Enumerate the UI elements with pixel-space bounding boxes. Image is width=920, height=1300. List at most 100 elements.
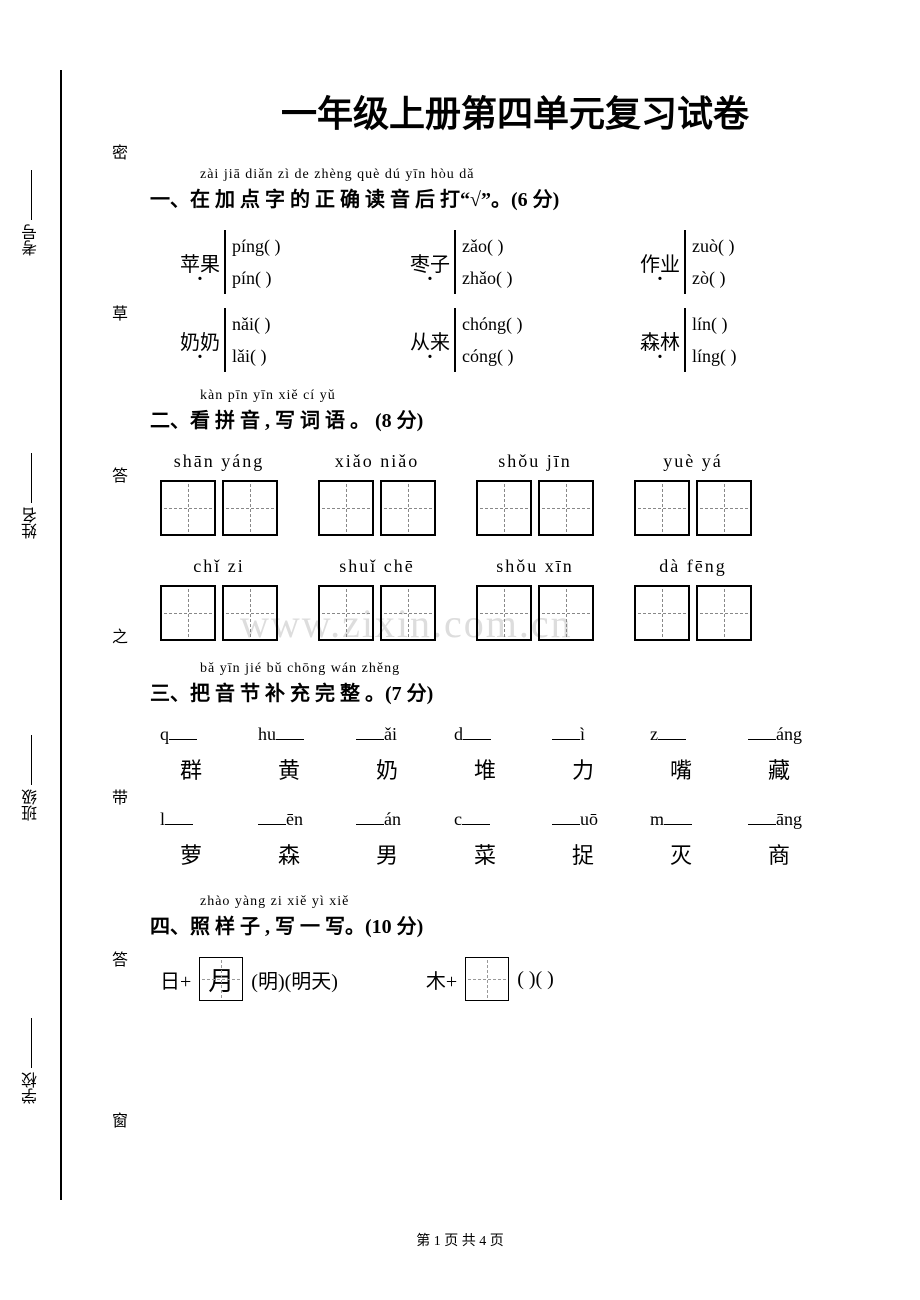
writing-box[interactable]	[465, 957, 509, 1001]
dash-chars: 窗 答 带 之 答 草 密	[110, 70, 130, 1200]
writing-box[interactable]	[222, 480, 278, 536]
q4-left-char: 木+	[426, 965, 457, 994]
q3-pinyin: bǎ yīn jié bǔ chōng wán zhěng	[200, 661, 880, 677]
q3-pinyin-cell[interactable]: án	[356, 809, 426, 830]
q2-grid: shān yáng xiǎo niǎo shǒu jīn yuè yá chǐ …	[150, 451, 880, 641]
page-content: 一年级上册第四单元复习试卷 zài jiā diǎn zì de zhèng q…	[150, 85, 880, 1001]
q3-pinyin-row: l ēn án c uō m āng	[160, 809, 880, 830]
q2-item: xiǎo niǎo	[318, 451, 436, 536]
q3-pinyin-cell[interactable]: ì	[552, 724, 622, 745]
q3-char-cell: 力	[560, 753, 606, 785]
q3-char-cell: 奶	[364, 753, 410, 785]
q4-row: 日+ 月 (明)(明天) 木+ ( )( )	[160, 957, 880, 1001]
q3-pinyin-cell[interactable]: āng	[748, 809, 818, 830]
q3-char-cell: 堆	[462, 753, 508, 785]
q2-pinyin: kàn pīn yīn xiě cí yǔ	[200, 388, 880, 404]
field-number: 考号	[20, 166, 44, 256]
page-title: 一年级上册第四单元复习试卷	[150, 85, 880, 137]
writing-box[interactable]	[160, 585, 216, 641]
q3-char-cell: 藏	[756, 753, 802, 785]
writing-box[interactable]	[380, 585, 436, 641]
example-box: 月	[199, 957, 243, 1001]
q3-pinyin-cell[interactable]: uō	[552, 809, 622, 830]
q1-item: 奶奶 nǎi( )lǎi( )	[180, 308, 410, 372]
q1-word: 奶奶	[180, 326, 220, 355]
q3-char-row: 萝森男菜捉灭商	[160, 838, 880, 870]
q2-item: shǒu xīn	[476, 556, 594, 641]
q3-pinyin-cell[interactable]: ǎi	[356, 724, 426, 745]
binding-line	[60, 70, 62, 1200]
writing-box[interactable]	[318, 480, 374, 536]
q1-item: 作业 zuò( )zò( )	[640, 230, 870, 294]
q3-char-cell: 嘴	[658, 753, 704, 785]
q2-row: shān yáng xiǎo niǎo shǒu jīn yuè yá	[160, 451, 880, 536]
q4-left-char: 日+	[160, 965, 191, 994]
q3-char-cell: 捉	[560, 838, 606, 870]
seal-line-column: 窗 答 带 之 答 草 密	[110, 70, 130, 1200]
q1-row: 苹果 píng( )pín( ) 枣子 zǎo( )zhǎo( ) 作业 zuò…	[180, 230, 880, 294]
writing-box[interactable]	[476, 585, 532, 641]
q3-pinyin-row: q hu ǎi d ì z áng	[160, 724, 880, 745]
writing-box[interactable]	[634, 480, 690, 536]
writing-box[interactable]	[696, 480, 752, 536]
q1-row: 奶奶 nǎi( )lǎi( ) 从来 chóng( )cóng( ) 森林 lí…	[180, 308, 880, 372]
q3-pinyin-cell[interactable]: hu	[258, 724, 328, 745]
q1-item: 苹果 píng( )pín( )	[180, 230, 410, 294]
q3-char-row: 群黄奶堆力嘴藏	[160, 753, 880, 785]
q1-word: 苹果	[180, 248, 220, 277]
q4-heading: 四、照 样 子 , 写 一 写。(10 分)	[150, 910, 880, 939]
q3-char-cell: 菜	[462, 838, 508, 870]
writing-box[interactable]	[538, 480, 594, 536]
q3-pinyin-cell[interactable]: c	[454, 809, 524, 830]
q1-word: 森林	[640, 326, 680, 355]
field-class: 班级	[20, 731, 44, 821]
q2-heading: 二、看 拼 音 , 写 词 语 。 (8 分)	[150, 404, 880, 433]
q3-char-cell: 群	[168, 753, 214, 785]
q4-content: 日+ 月 (明)(明天) 木+ ( )( )	[150, 957, 880, 1001]
q4-pinyin: zhào yàng zi xiě yì xiě	[200, 894, 880, 910]
q2-item: shǒu jīn	[476, 451, 594, 536]
q1-word: 作业	[640, 248, 680, 277]
q4-result-blank[interactable]: ( )( )	[517, 968, 554, 991]
q3-pinyin-cell[interactable]: q	[160, 724, 230, 745]
q3-char-cell: 灭	[658, 838, 704, 870]
writing-box[interactable]	[318, 585, 374, 641]
q1-word: 从来	[410, 326, 450, 355]
q2-item: dà fēng	[634, 556, 752, 641]
writing-box[interactable]	[634, 585, 690, 641]
q3-char-cell: 萝	[168, 838, 214, 870]
q1-grid: 苹果 píng( )pín( ) 枣子 zǎo( )zhǎo( ) 作业 zuò…	[150, 230, 880, 372]
field-name: 姓名	[20, 449, 44, 539]
q2-item: shuǐ chē	[318, 556, 436, 641]
q3-char-cell: 黄	[266, 753, 312, 785]
q3-pinyin-cell[interactable]: d	[454, 724, 524, 745]
page-footer: 第 1 页 共 4 页	[0, 1230, 920, 1250]
q2-item: chǐ zi	[160, 556, 278, 641]
writing-box[interactable]	[380, 480, 436, 536]
q2-row: chǐ zi shuǐ chē shǒu xīn dà fēng	[160, 556, 880, 641]
q1-word: 枣子	[410, 248, 450, 277]
q3-char-cell: 森	[266, 838, 312, 870]
q1-pinyin: zài jiā diǎn zì de zhèng què dú yīn hòu …	[200, 167, 880, 183]
binding-fields: 学校 班级 姓名 考号	[20, 70, 44, 1200]
q1-item: 森林 lín( )líng( )	[640, 308, 870, 372]
q3-heading: 三、把 音 节 补 充 完 整 。(7 分)	[150, 677, 880, 706]
writing-box[interactable]	[476, 480, 532, 536]
q3-char-cell: 商	[756, 838, 802, 870]
writing-box[interactable]	[222, 585, 278, 641]
q1-item: 从来 chóng( )cóng( )	[410, 308, 640, 372]
q3-pinyin-cell[interactable]: l	[160, 809, 230, 830]
q3-char-cell: 男	[364, 838, 410, 870]
writing-box[interactable]	[696, 585, 752, 641]
q4-result: (明)(明天)	[251, 965, 338, 994]
q3-grid: q hu ǎi d ì z áng 群 黄 奶 堆 力 嘴 藏 l ēn án c uō m āng 萝 森 男 菜 捉 灭 商	[150, 724, 880, 870]
q2-item: shān yáng	[160, 451, 278, 536]
field-school: 学校	[20, 1014, 44, 1104]
q3-pinyin-cell[interactable]: áng	[748, 724, 818, 745]
q3-pinyin-cell[interactable]: m	[650, 809, 720, 830]
q3-pinyin-cell[interactable]: z	[650, 724, 720, 745]
writing-box[interactable]	[160, 480, 216, 536]
q3-pinyin-cell[interactable]: ēn	[258, 809, 328, 830]
q2-item: yuè yá	[634, 451, 752, 536]
writing-box[interactable]	[538, 585, 594, 641]
